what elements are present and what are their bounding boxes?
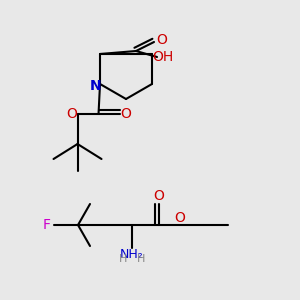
Text: H: H: [119, 254, 127, 264]
Text: O: O: [120, 107, 131, 121]
Text: H: H: [137, 254, 145, 264]
Text: O: O: [154, 190, 164, 203]
Text: F: F: [43, 218, 50, 232]
Text: OH: OH: [152, 50, 174, 64]
Text: O: O: [175, 211, 185, 224]
Text: NH₂: NH₂: [120, 248, 144, 262]
Text: O: O: [156, 34, 167, 47]
Text: N: N: [90, 79, 101, 92]
Text: O: O: [66, 107, 77, 121]
